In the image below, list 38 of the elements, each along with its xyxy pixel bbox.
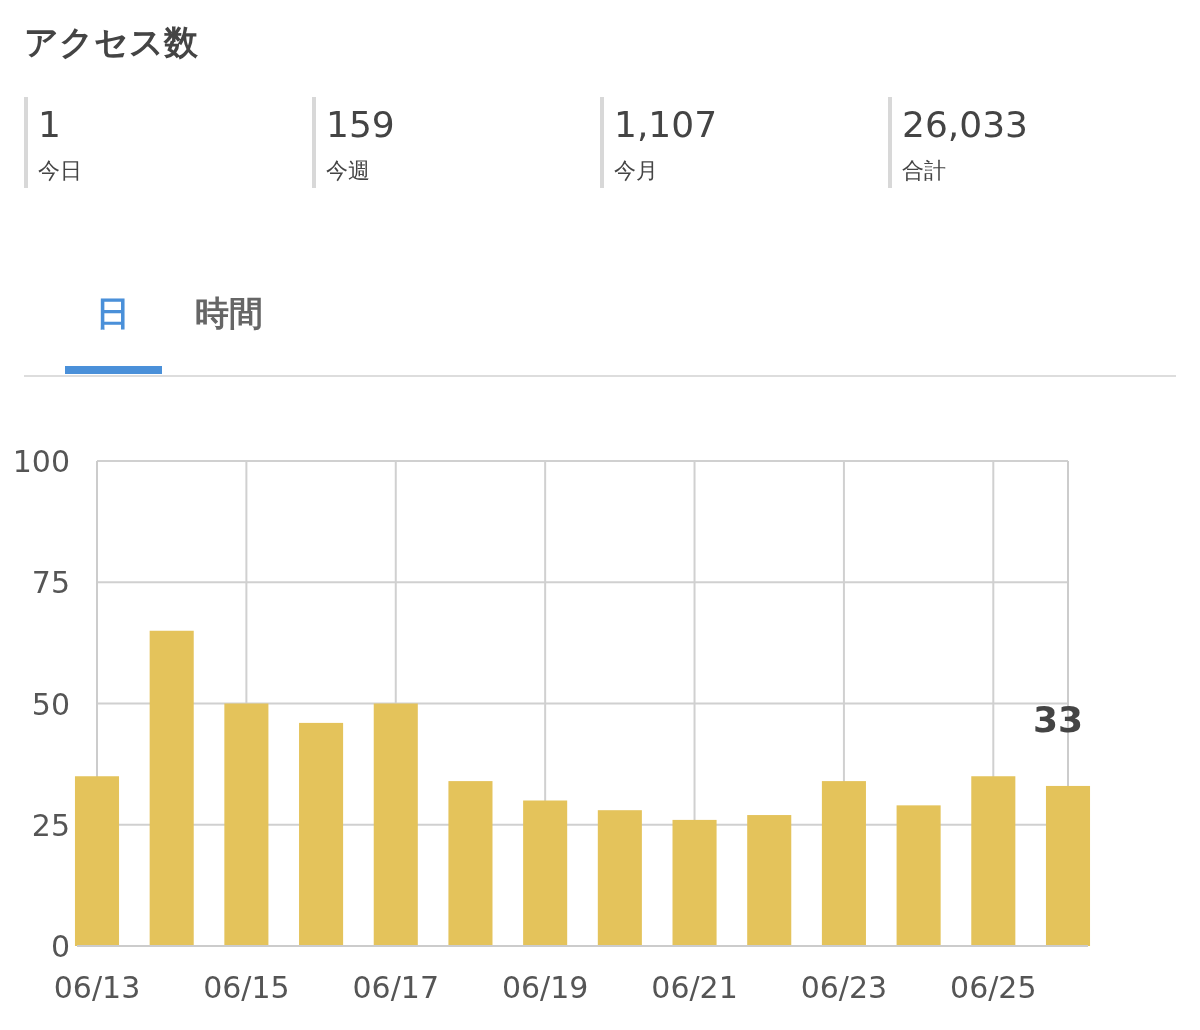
x-tick-label: 06/25 (950, 970, 1037, 1005)
text: アクセス数 (24, 22, 199, 62)
bar (523, 800, 568, 946)
bar (672, 819, 717, 946)
category-label: 合計 (902, 158, 946, 183)
bar (149, 630, 194, 946)
data-label: 1 (38, 104, 61, 145)
x-tick-label: 06/15 (203, 970, 290, 1005)
bar (896, 805, 941, 946)
x-tick-label: 06/13 (53, 970, 141, 1005)
category-label: 今週 (326, 158, 370, 183)
bar (299, 722, 344, 946)
data-label: 1,107 (614, 104, 718, 145)
x-tick-label: 06/19 (501, 970, 589, 1005)
bar (1045, 785, 1091, 946)
bar (448, 781, 493, 946)
bar (224, 703, 269, 946)
bar (597, 810, 642, 946)
x-tick-label: 06/21 (651, 970, 738, 1005)
category-label: 今月 (614, 158, 658, 183)
x-tick-label: 06/17 (352, 970, 439, 1005)
x-tick-label: 06/23 (800, 970, 888, 1005)
y-tick-label: 25 (31, 807, 70, 843)
y-tick-label: 100 (12, 444, 70, 479)
y-tick-label: 75 (31, 565, 70, 601)
data-label: 26,033 (902, 104, 1028, 145)
bar (373, 703, 418, 946)
bar (971, 776, 1016, 946)
category-label: 今日 (38, 158, 82, 183)
bar (74, 776, 120, 946)
data-label: 159 (326, 104, 395, 145)
bar (821, 781, 866, 946)
text: 日 (96, 293, 130, 333)
y-tick-label: 0 (50, 929, 70, 964)
y-tick-label: 50 (31, 686, 70, 722)
text: 時間 (195, 293, 263, 333)
data-label: 33 (1032, 698, 1084, 740)
bar (747, 815, 792, 946)
